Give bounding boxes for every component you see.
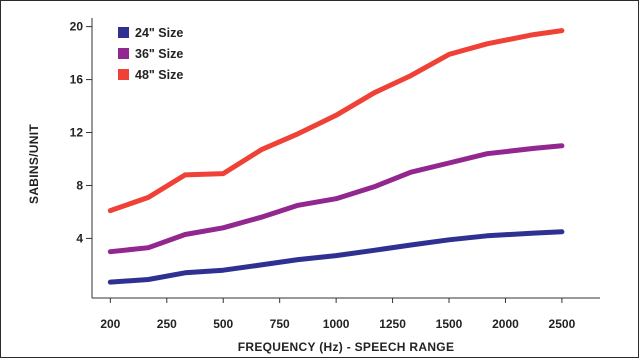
x-tick-label: 1500 <box>436 317 463 331</box>
x-axis-title: FREQUENCY (Hz) - SPEECH RANGE <box>238 340 455 354</box>
series-line-1 <box>107 229 565 285</box>
x-tick-label: 1000 <box>323 317 350 331</box>
x-tick-label: 250 <box>157 317 177 331</box>
x-tick-label: 1250 <box>379 317 406 331</box>
y-tick-label: 16 <box>70 73 84 87</box>
y-axis-title: SABINS/UNIT <box>27 124 41 204</box>
axes <box>91 18 600 299</box>
legend-label-2: 36" Size <box>135 47 183 61</box>
x-tick-label: 2500 <box>549 317 576 331</box>
legend: 24" Size 36" Size 48" Size <box>118 26 183 82</box>
x-tick-label: 2000 <box>492 317 519 331</box>
y-tick-label: 12 <box>70 126 84 140</box>
y-tick-label: 20 <box>70 20 84 34</box>
series-line-3 <box>107 28 565 214</box>
x-tick-label: 500 <box>213 317 233 331</box>
series-line-2 <box>107 143 565 255</box>
y-tick-label: 8 <box>76 178 83 192</box>
series-lines <box>107 28 565 285</box>
x-tick-label: 750 <box>270 317 290 331</box>
legend-swatch-2 <box>118 48 129 59</box>
y-tick-label: 4 <box>76 231 83 245</box>
legend-label-3: 48" Size <box>135 68 183 82</box>
x-tick-label: 200 <box>100 317 120 331</box>
legend-swatch-3 <box>118 69 129 80</box>
legend-swatch-1 <box>118 27 129 38</box>
x-ticks: 200 250 500 750 1000 1250 1500 2000 2500 <box>100 298 576 331</box>
y-ticks: 4 8 12 16 20 <box>70 20 92 245</box>
legend-label-1: 24" Size <box>135 26 183 40</box>
